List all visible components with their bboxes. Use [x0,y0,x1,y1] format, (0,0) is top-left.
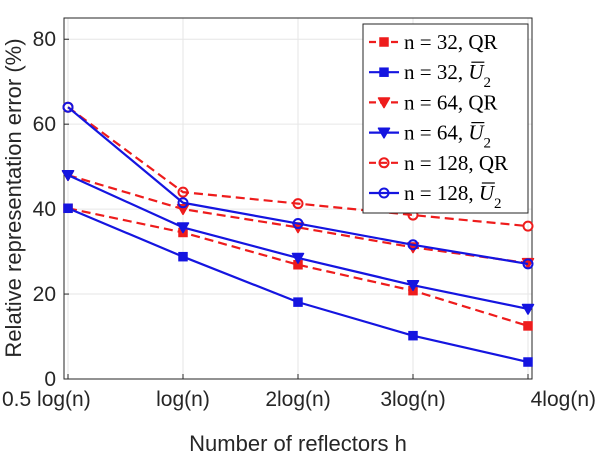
data-point [63,203,73,214]
data-point [178,251,188,262]
legend-marker [377,127,391,139]
data-point [62,101,74,113]
legend-marker [377,97,391,109]
y-tick-label: 20 [33,283,56,306]
y-tick-label: 40 [33,198,56,221]
x-tick-label: 2log(n) [265,388,330,411]
data-point [292,218,304,230]
y-tick-label: 80 [33,28,56,51]
axis-ticks [64,38,529,380]
data-point [177,186,189,198]
data-point [521,303,535,315]
legend-entry: n = 128, QR [369,151,508,175]
legend-entry: n = 32, QR [369,30,498,54]
data-point [292,198,304,210]
legend-label: n = 64, U2 [404,121,491,152]
data-point [523,321,533,331]
data-point [176,222,190,234]
series-line [67,106,529,265]
x-tick-label: log(n) [156,388,210,411]
data-point [61,169,75,182]
legend-marker [379,67,389,77]
y-tick-label: 0 [44,368,56,391]
data-point [291,252,305,264]
series-4 [61,169,535,315]
x-axis-label: Number of reflectors h [189,431,407,456]
legend-marker [378,157,390,169]
y-tick-labels: 0 20 40 60 80 [33,28,56,391]
legend-marker [379,37,389,47]
legend: n = 32, QR n = 32, U2n = 64, QR n = 64, U2… [362,23,529,214]
data-point [522,258,534,270]
series-line [67,106,529,228]
x-tick-label: 0.5 log(n) [2,388,91,411]
series-2 [63,203,533,367]
x-tick-label: 4log(n) [531,388,596,411]
legend-label: n = 32, U2 [404,60,491,91]
legend-entry: n = 32, U2 [369,60,491,91]
data-point [522,220,534,232]
data-point [408,330,418,341]
series-line [67,207,529,327]
legend-box [362,23,529,214]
legend-label: n = 128, U2 [404,181,502,212]
series-6 [62,101,534,270]
data-point [293,297,303,307]
x-tick-label: 3log(n) [380,388,445,411]
legend-marker [378,187,390,199]
series-lines [61,101,535,367]
data-point [177,197,189,209]
data-point [523,357,533,367]
legend-entry: n = 64, QR [369,90,498,114]
legend-label: n = 128, QR [404,151,508,175]
data-point [406,279,420,292]
y-tick-label: 60 [33,113,56,136]
legend-label: n = 64, QR [404,90,498,114]
legend-entry: n = 64, U2 [369,121,491,152]
legend-label: n = 32, QR [404,30,498,54]
data-point [407,239,419,251]
x-tick-labels: 0.5 log(n) log(n) 2log(n) 3log(n) 4log(n) [2,388,596,411]
legend-entry: n = 128, U2 [369,181,502,212]
y-axis-label: Relative representation error (%) [1,38,26,357]
